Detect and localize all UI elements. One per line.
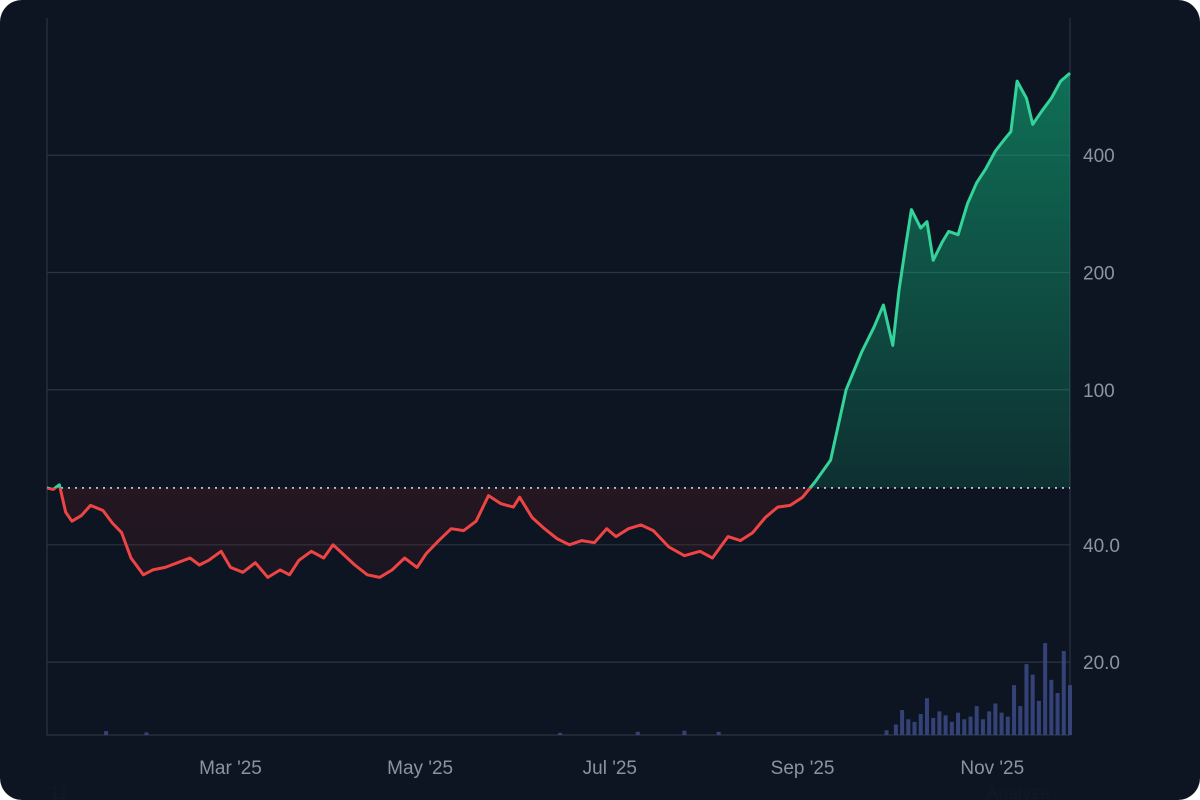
x-tick-label: Sep '25 <box>771 758 835 779</box>
volume-bar <box>682 730 687 735</box>
volume-bar <box>1068 685 1072 735</box>
x-tick-label: Nov '25 <box>960 758 1024 779</box>
volume-bar <box>1055 693 1060 735</box>
price-line <box>46 71 1071 579</box>
volume-bar <box>1018 706 1023 735</box>
volume-bar <box>962 719 967 735</box>
volume-bar <box>900 710 905 735</box>
volume-bar <box>558 732 563 735</box>
volume-bar <box>999 712 1004 735</box>
volume-bar <box>1005 716 1010 735</box>
volume-bar <box>716 731 721 735</box>
volume-bar <box>968 716 973 735</box>
volume-bar <box>1012 685 1017 735</box>
volume-bar <box>893 724 898 735</box>
volume-bar <box>144 732 149 735</box>
series-line-above <box>47 71 1071 488</box>
volume-bar <box>974 706 979 735</box>
volume-bar <box>912 721 917 735</box>
x-tick-label: Mar '25 <box>199 758 262 779</box>
volume-bar <box>906 719 911 735</box>
y-tick-label: 40.0 <box>1083 536 1120 557</box>
baseline-areas <box>47 73 1070 578</box>
volume-bar <box>924 698 929 735</box>
y-tick-label: 100 <box>1083 381 1115 402</box>
y-tick-label: 200 <box>1083 263 1115 284</box>
y-tick-label: 400 <box>1083 146 1115 167</box>
volume-bar <box>1030 674 1035 735</box>
volume-bar <box>987 711 992 735</box>
x-tick-label: May '25 <box>387 758 453 779</box>
volume-bar <box>993 703 998 735</box>
volume-bars <box>104 643 1072 735</box>
volume-bar <box>931 717 936 735</box>
footer-right-text[interactable]: Analyze <box>986 783 1051 800</box>
x-tick-label: Jul '25 <box>583 758 637 779</box>
volume-bar <box>635 731 640 735</box>
volume-bar <box>1043 643 1048 735</box>
volume-bar <box>943 715 948 735</box>
axes: 20.0 40.0 100 200 400 Mar '25 May '25 Jul '25 Se… <box>199 146 1120 779</box>
volume-bar <box>104 731 109 735</box>
volume-bar <box>1036 700 1041 735</box>
volume-bar <box>884 730 889 735</box>
volume-bar <box>918 714 923 735</box>
volume-bar <box>1024 664 1029 735</box>
footer-left-text: 11 <box>50 783 69 800</box>
volume-bar <box>980 719 985 735</box>
area-below-baseline <box>47 487 1070 578</box>
volume-bar <box>1061 651 1066 735</box>
volume-bar <box>956 712 961 735</box>
series-line-below <box>46 487 813 579</box>
volume-bar <box>949 721 954 735</box>
area-above-baseline <box>55 73 1070 488</box>
volume-bar <box>1049 679 1054 735</box>
volume-bar <box>937 711 942 735</box>
y-tick-label: 20.0 <box>1083 653 1120 674</box>
